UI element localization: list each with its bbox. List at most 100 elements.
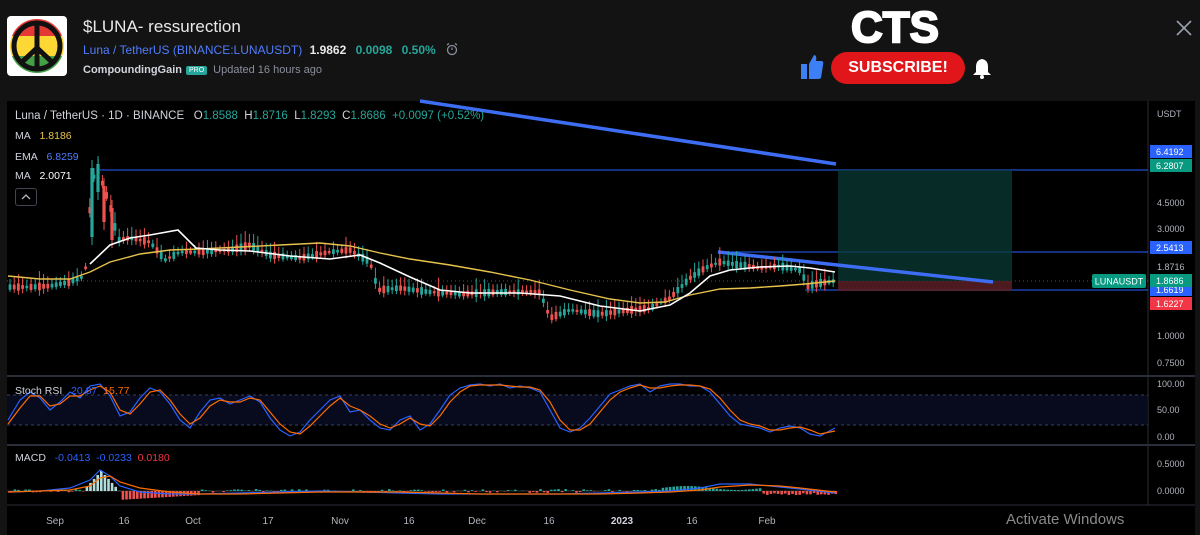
candle-body — [676, 287, 680, 294]
macd-bar — [586, 490, 589, 491]
macd-bar — [722, 489, 726, 491]
macd-bar — [474, 491, 477, 492]
candle-body — [33, 284, 37, 290]
macd-bar — [827, 491, 830, 495]
legend-symbol[interactable]: Luna / TetherUS · 1D · BINANCE — [15, 110, 185, 122]
ma-white-line — [89, 229, 836, 312]
candle-body — [336, 249, 339, 253]
cts-logo: CTS — [850, 2, 940, 48]
macd-bar — [697, 486, 701, 491]
macd-bar — [305, 489, 308, 491]
close-value: 1.8686 — [350, 110, 386, 122]
macd-bar — [128, 491, 132, 500]
candle-body — [760, 265, 764, 270]
macd-bar — [762, 491, 765, 494]
candle-body — [281, 253, 285, 260]
candle-body — [361, 253, 365, 262]
time-axis-tick: Dec — [468, 516, 486, 527]
candle-body — [365, 256, 369, 264]
macd-bar — [452, 491, 456, 493]
candle-body — [684, 278, 688, 285]
macd-bar — [204, 490, 207, 491]
idea-title: $LUNA- ressurection — [83, 17, 241, 36]
symbol-name-link[interactable]: Luna / TetherUS — [83, 43, 170, 57]
candle-body — [655, 303, 659, 307]
candle-body — [609, 310, 612, 315]
candle-body — [512, 290, 516, 294]
macd-bar — [654, 489, 657, 491]
macd-bar — [132, 491, 135, 500]
stoch-rsi-legend[interactable]: Stoch RSI 20.87 15.77 — [15, 385, 130, 397]
macd-bar — [398, 490, 402, 491]
candle-body — [235, 244, 239, 252]
macd-bar — [560, 491, 564, 493]
candle-body — [806, 283, 810, 289]
long-position-target-zone — [838, 170, 1012, 282]
macd-bar — [280, 489, 283, 491]
macd-bar — [359, 490, 362, 491]
macd-bar — [233, 489, 236, 491]
candle-body — [319, 252, 323, 256]
macd-bar — [532, 491, 535, 492]
macd-bar — [470, 490, 474, 491]
candle-body — [789, 265, 793, 271]
macd-bar — [802, 491, 805, 494]
indicator-ma-1[interactable]: MA 1.8186 — [15, 130, 72, 142]
candle-body — [420, 287, 423, 295]
macd-bar — [769, 491, 773, 494]
macd-bar — [564, 489, 567, 491]
macd-legend[interactable]: MACD -0.0413 -0.0233 0.0180 — [15, 452, 170, 464]
macd-bar — [258, 489, 261, 491]
macd-bar — [686, 486, 690, 491]
candle-body — [663, 297, 667, 304]
time-axis-tick: 16 — [403, 516, 415, 527]
macd-bar — [528, 491, 531, 493]
macd-bar — [650, 489, 654, 491]
candle-body — [642, 305, 646, 313]
ma-yellow-line — [7, 242, 836, 304]
macd-bar — [794, 491, 798, 495]
candle-body — [332, 249, 335, 255]
candle-body — [29, 283, 33, 290]
close-icon[interactable] — [1174, 18, 1194, 38]
open-value: 1.8588 — [202, 110, 238, 122]
macd-bar — [254, 489, 258, 491]
author-avatar[interactable] — [7, 16, 67, 76]
macd-bar — [38, 491, 42, 493]
indicator-ma-2[interactable]: MA 2.0071 — [15, 170, 72, 182]
candle-body — [206, 249, 209, 254]
macd-bar — [506, 490, 510, 491]
bell-icon[interactable] — [972, 57, 992, 79]
candle-body — [197, 249, 201, 255]
collapse-indicators-button[interactable] — [15, 188, 37, 206]
candle-body — [164, 258, 167, 262]
candle-body — [8, 284, 12, 290]
subscribe-button[interactable]: SUBSCRIBE! — [831, 52, 965, 84]
candle-body — [466, 290, 470, 297]
thumbs-up-icon[interactable] — [800, 53, 824, 81]
author-name-link[interactable]: CompoundingGain — [83, 64, 182, 76]
macd-bar — [823, 491, 827, 495]
candle-body — [374, 278, 377, 284]
indicator-ema[interactable]: EMA 6.8259 — [15, 151, 79, 163]
macd-bar — [323, 489, 326, 491]
macd-bar — [49, 491, 53, 492]
macd-bar — [668, 486, 672, 491]
macd-bar — [283, 489, 287, 491]
macd-bar — [388, 489, 391, 491]
candle-body — [726, 260, 730, 266]
alarm-clock-icon[interactable] — [445, 42, 459, 56]
price-change: 0.0098 — [355, 43, 393, 57]
macd-bar — [424, 491, 427, 492]
macd-bar — [146, 491, 150, 499]
price-tag: 1.6619 — [1156, 285, 1184, 295]
candle-body — [102, 186, 106, 222]
macd-bar — [571, 490, 575, 491]
candle-body — [84, 266, 87, 270]
symbol-exchange-link[interactable]: (BINANCE:LUNAUSDT) — [172, 43, 303, 57]
macd-bar — [625, 491, 629, 492]
candle-body — [403, 286, 407, 291]
candle-body — [634, 307, 638, 312]
macd-bar — [740, 489, 744, 491]
